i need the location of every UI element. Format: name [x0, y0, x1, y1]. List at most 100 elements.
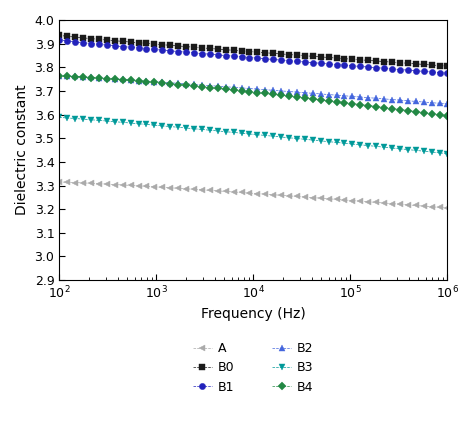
B0 [318, 55, 324, 60]
B1 [112, 43, 118, 49]
B1 [389, 66, 395, 72]
B1 [294, 59, 300, 64]
B3 [207, 128, 213, 133]
B1 [199, 51, 205, 56]
B0 [207, 46, 213, 51]
A [445, 205, 450, 210]
A [112, 182, 118, 187]
Legend: A, B0, B1, B2, B3, B4: A, B0, B1, B2, B3, B4 [189, 338, 318, 397]
B1 [421, 69, 427, 74]
B2 [152, 79, 157, 84]
B1 [120, 44, 126, 49]
B2 [397, 98, 403, 103]
B0 [64, 34, 70, 39]
B1 [136, 46, 141, 51]
B0 [405, 61, 410, 66]
A [278, 193, 284, 198]
B2 [389, 97, 395, 102]
B0 [365, 58, 371, 63]
B0 [136, 40, 141, 45]
B2 [381, 96, 387, 101]
B4 [397, 107, 403, 112]
A [342, 197, 347, 202]
B4 [80, 75, 86, 80]
B3 [397, 146, 403, 151]
B1 [334, 62, 339, 67]
A [318, 196, 324, 201]
B3 [342, 141, 347, 146]
A [437, 205, 442, 210]
B3 [175, 125, 181, 130]
B3 [302, 137, 308, 142]
B1 [183, 50, 189, 55]
B2 [278, 88, 284, 93]
B0 [278, 52, 284, 57]
B2 [88, 75, 94, 80]
B2 [374, 96, 379, 101]
B4 [326, 98, 331, 104]
B3 [136, 121, 141, 126]
B1 [231, 54, 237, 59]
Line: B2: B2 [56, 72, 451, 107]
B4 [239, 88, 245, 93]
B4 [96, 75, 102, 81]
B1 [357, 64, 363, 69]
B4 [199, 84, 205, 89]
B4 [429, 111, 435, 116]
B1 [374, 65, 379, 70]
B0 [128, 40, 134, 45]
A [286, 193, 292, 199]
B1 [152, 47, 157, 52]
B0 [413, 61, 419, 66]
B0 [152, 41, 157, 46]
B4 [167, 81, 173, 86]
B4 [104, 76, 109, 81]
B3 [96, 118, 102, 123]
B2 [413, 99, 419, 104]
A [374, 200, 379, 205]
B0 [389, 60, 395, 65]
A [199, 187, 205, 193]
B0 [437, 63, 442, 68]
B3 [88, 117, 94, 122]
B3 [231, 130, 237, 135]
B1 [207, 52, 213, 57]
B3 [199, 127, 205, 132]
B3 [144, 122, 149, 127]
B0 [167, 43, 173, 48]
B3 [445, 151, 450, 156]
B3 [239, 131, 245, 136]
B3 [437, 150, 442, 155]
Line: B0: B0 [56, 32, 451, 69]
B3 [357, 142, 363, 147]
A [64, 180, 70, 185]
B3 [191, 126, 197, 131]
B4 [191, 83, 197, 89]
A [104, 181, 109, 187]
B1 [246, 55, 252, 60]
B3 [381, 144, 387, 150]
A [120, 182, 126, 187]
B0 [120, 39, 126, 44]
B2 [223, 84, 228, 89]
B1 [88, 41, 94, 46]
B1 [56, 37, 62, 43]
B4 [437, 112, 442, 117]
A [159, 185, 165, 190]
B4 [223, 87, 228, 92]
B2 [365, 95, 371, 100]
B3 [64, 115, 70, 121]
B2 [246, 86, 252, 91]
B4 [421, 110, 427, 115]
B2 [310, 91, 316, 96]
A [405, 202, 410, 207]
B3 [80, 117, 86, 122]
A [128, 183, 134, 188]
B4 [286, 94, 292, 99]
B2 [120, 77, 126, 82]
B0 [421, 62, 427, 67]
B0 [159, 42, 165, 47]
B1 [365, 64, 371, 69]
A [183, 186, 189, 191]
A [231, 190, 237, 195]
